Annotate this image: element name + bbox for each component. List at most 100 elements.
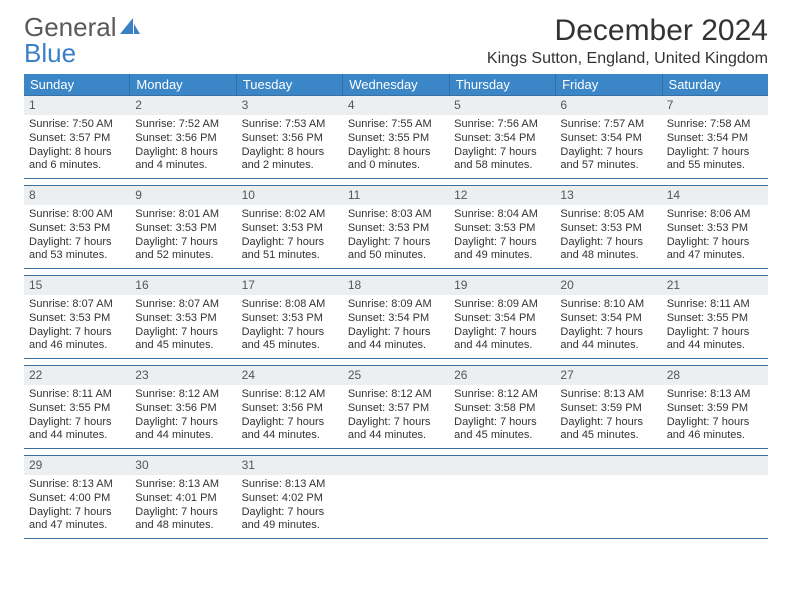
day-body: Sunrise: 8:13 AMSunset: 3:59 PMDaylight:…	[662, 385, 768, 448]
day-body: Sunrise: 8:00 AMSunset: 3:53 PMDaylight:…	[24, 205, 130, 268]
daylight-line: Daylight: 7 hours and 44 minutes.	[242, 416, 338, 444]
sunrise-line: Sunrise: 8:13 AM	[560, 388, 656, 402]
sunset-line: Sunset: 3:53 PM	[29, 222, 125, 236]
daylight-line: Daylight: 7 hours and 47 minutes.	[667, 236, 763, 264]
sunset-line: Sunset: 3:55 PM	[29, 402, 125, 416]
day-cell	[343, 456, 449, 538]
header: General Blue December 2024 Kings Sutton,…	[24, 14, 768, 68]
day-cell: 10Sunrise: 8:02 AMSunset: 3:53 PMDayligh…	[237, 186, 343, 268]
month-title: December 2024	[487, 14, 768, 48]
day-number: 18	[343, 276, 449, 295]
sunrise-line: Sunrise: 8:07 AM	[29, 298, 125, 312]
day-body: Sunrise: 7:50 AMSunset: 3:57 PMDaylight:…	[24, 115, 130, 178]
sunset-line: Sunset: 3:57 PM	[29, 132, 125, 146]
sunrise-line: Sunrise: 8:11 AM	[667, 298, 763, 312]
day-body: Sunrise: 8:09 AMSunset: 3:54 PMDaylight:…	[343, 295, 449, 358]
sunrise-line: Sunrise: 8:01 AM	[135, 208, 231, 222]
sunset-line: Sunset: 3:59 PM	[560, 402, 656, 416]
day-cell: 6Sunrise: 7:57 AMSunset: 3:54 PMDaylight…	[555, 96, 661, 178]
sunrise-line: Sunrise: 8:03 AM	[348, 208, 444, 222]
daylight-line: Daylight: 7 hours and 44 minutes.	[667, 326, 763, 354]
day-number	[662, 456, 768, 475]
daylight-line: Daylight: 7 hours and 44 minutes.	[29, 416, 125, 444]
daylight-line: Daylight: 7 hours and 45 minutes.	[242, 326, 338, 354]
day-cell: 20Sunrise: 8:10 AMSunset: 3:54 PMDayligh…	[555, 276, 661, 358]
day-body: Sunrise: 8:12 AMSunset: 3:56 PMDaylight:…	[130, 385, 236, 448]
sunrise-line: Sunrise: 7:56 AM	[454, 118, 550, 132]
day-body: Sunrise: 8:12 AMSunset: 3:58 PMDaylight:…	[449, 385, 555, 448]
week-row: 22Sunrise: 8:11 AMSunset: 3:55 PMDayligh…	[24, 365, 768, 449]
day-cell: 21Sunrise: 8:11 AMSunset: 3:55 PMDayligh…	[662, 276, 768, 358]
sunrise-line: Sunrise: 8:00 AM	[29, 208, 125, 222]
day-number: 3	[237, 96, 343, 115]
sunset-line: Sunset: 3:55 PM	[348, 132, 444, 146]
day-body: Sunrise: 7:57 AMSunset: 3:54 PMDaylight:…	[555, 115, 661, 178]
sunrise-line: Sunrise: 8:02 AM	[242, 208, 338, 222]
day-number: 27	[555, 366, 661, 385]
week-row: 8Sunrise: 8:00 AMSunset: 3:53 PMDaylight…	[24, 185, 768, 269]
day-body	[662, 475, 768, 483]
daylight-line: Daylight: 7 hours and 44 minutes.	[454, 326, 550, 354]
title-block: December 2024 Kings Sutton, England, Uni…	[487, 14, 768, 68]
sunset-line: Sunset: 3:56 PM	[135, 132, 231, 146]
day-body: Sunrise: 8:05 AMSunset: 3:53 PMDaylight:…	[555, 205, 661, 268]
dow-cell: Tuesday	[237, 74, 343, 95]
daylight-line: Daylight: 7 hours and 48 minutes.	[560, 236, 656, 264]
day-cell: 22Sunrise: 8:11 AMSunset: 3:55 PMDayligh…	[24, 366, 130, 448]
day-number: 31	[237, 456, 343, 475]
day-number: 29	[24, 456, 130, 475]
day-body: Sunrise: 8:07 AMSunset: 3:53 PMDaylight:…	[130, 295, 236, 358]
day-number: 20	[555, 276, 661, 295]
day-number: 11	[343, 186, 449, 205]
daylight-line: Daylight: 7 hours and 57 minutes.	[560, 146, 656, 174]
dow-row: SundayMondayTuesdayWednesdayThursdayFrid…	[24, 74, 768, 95]
sunset-line: Sunset: 3:54 PM	[667, 132, 763, 146]
day-body	[555, 475, 661, 483]
sunset-line: Sunset: 3:57 PM	[348, 402, 444, 416]
sunrise-line: Sunrise: 8:06 AM	[667, 208, 763, 222]
day-body: Sunrise: 8:13 AMSunset: 4:00 PMDaylight:…	[24, 475, 130, 538]
day-body: Sunrise: 7:53 AMSunset: 3:56 PMDaylight:…	[237, 115, 343, 178]
day-cell	[555, 456, 661, 538]
day-cell: 18Sunrise: 8:09 AMSunset: 3:54 PMDayligh…	[343, 276, 449, 358]
daylight-line: Daylight: 8 hours and 2 minutes.	[242, 146, 338, 174]
day-cell: 7Sunrise: 7:58 AMSunset: 3:54 PMDaylight…	[662, 96, 768, 178]
sunset-line: Sunset: 3:56 PM	[242, 132, 338, 146]
sunset-line: Sunset: 3:55 PM	[667, 312, 763, 326]
sunrise-line: Sunrise: 7:52 AM	[135, 118, 231, 132]
day-body: Sunrise: 8:06 AMSunset: 3:53 PMDaylight:…	[662, 205, 768, 268]
day-body: Sunrise: 7:52 AMSunset: 3:56 PMDaylight:…	[130, 115, 236, 178]
day-cell: 12Sunrise: 8:04 AMSunset: 3:53 PMDayligh…	[449, 186, 555, 268]
day-number	[449, 456, 555, 475]
sunset-line: Sunset: 3:53 PM	[667, 222, 763, 236]
daylight-line: Daylight: 7 hours and 45 minutes.	[135, 326, 231, 354]
sunrise-line: Sunrise: 7:50 AM	[29, 118, 125, 132]
day-number: 28	[662, 366, 768, 385]
dow-cell: Monday	[130, 74, 236, 95]
day-body: Sunrise: 8:11 AMSunset: 3:55 PMDaylight:…	[24, 385, 130, 448]
day-number: 22	[24, 366, 130, 385]
day-body: Sunrise: 8:13 AMSunset: 3:59 PMDaylight:…	[555, 385, 661, 448]
day-number: 25	[343, 366, 449, 385]
daylight-line: Daylight: 7 hours and 47 minutes.	[29, 506, 125, 534]
dow-cell: Thursday	[450, 74, 556, 95]
day-number: 30	[130, 456, 236, 475]
sunset-line: Sunset: 4:02 PM	[242, 492, 338, 506]
logo-sail-icon	[119, 14, 141, 40]
day-cell: 3Sunrise: 7:53 AMSunset: 3:56 PMDaylight…	[237, 96, 343, 178]
day-body: Sunrise: 7:58 AMSunset: 3:54 PMDaylight:…	[662, 115, 768, 178]
sunrise-line: Sunrise: 8:13 AM	[29, 478, 125, 492]
daylight-line: Daylight: 7 hours and 44 minutes.	[348, 326, 444, 354]
day-cell: 27Sunrise: 8:13 AMSunset: 3:59 PMDayligh…	[555, 366, 661, 448]
sunrise-line: Sunrise: 7:55 AM	[348, 118, 444, 132]
day-number: 7	[662, 96, 768, 115]
day-body: Sunrise: 8:13 AMSunset: 4:02 PMDaylight:…	[237, 475, 343, 538]
daylight-line: Daylight: 8 hours and 6 minutes.	[29, 146, 125, 174]
day-body: Sunrise: 8:12 AMSunset: 3:56 PMDaylight:…	[237, 385, 343, 448]
sunrise-line: Sunrise: 8:12 AM	[135, 388, 231, 402]
day-body: Sunrise: 8:03 AMSunset: 3:53 PMDaylight:…	[343, 205, 449, 268]
sunset-line: Sunset: 3:59 PM	[667, 402, 763, 416]
sunset-line: Sunset: 3:54 PM	[454, 132, 550, 146]
day-body: Sunrise: 8:04 AMSunset: 3:53 PMDaylight:…	[449, 205, 555, 268]
sunset-line: Sunset: 3:53 PM	[135, 312, 231, 326]
